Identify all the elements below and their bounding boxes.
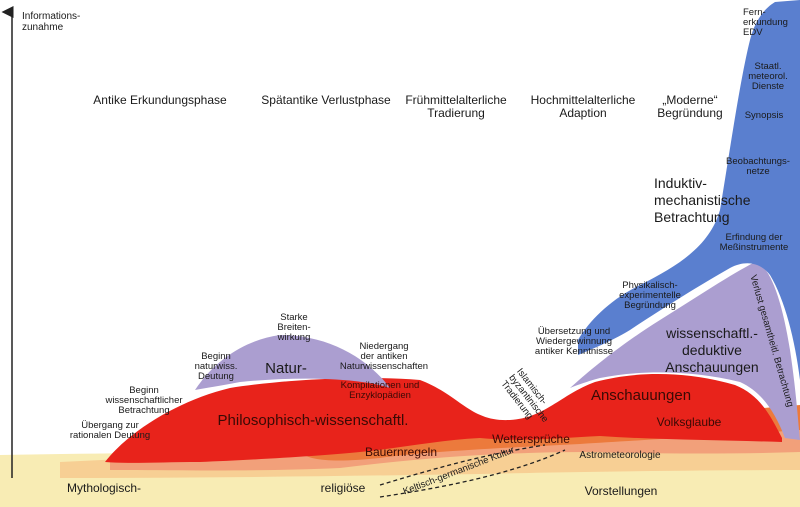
label-synopsis: Synopsis [744, 110, 784, 121]
label-uebersetzung: Übersetzung und Wiedergewinnung antiker … [534, 326, 614, 357]
label-philosophisch: Philosophisch-wissenschaftl. [217, 412, 409, 429]
phase-hochmittelalter: Hochmittelalterliche Adaption [530, 93, 636, 120]
phase-antike: Antike Erkundungsphase [93, 93, 227, 107]
label-beginn-naturwiss: Beginn naturwiss. Deutung [194, 351, 238, 382]
label-wettersprueche: Wettersprüche [492, 432, 570, 446]
keltisch-dashed-line-lower [379, 449, 566, 498]
label-kompilationen: Kompilationen und Enzyklopädien [340, 380, 420, 401]
label-volksglaube: Volksglaube [656, 415, 722, 429]
purple-band [195, 262, 800, 440]
label-physikalisch: Physikalisch- experimentelle Begründung [619, 280, 681, 311]
label-uebergang: Übergang zur rationalen Deutung [69, 420, 151, 441]
label-wissenschaftl-deduktiv: wissenschaftl.- deduktive Anschauungen [665, 325, 759, 375]
label-religioese: religiöse [320, 481, 366, 495]
label-bauernregeln: Bauernregeln [364, 445, 438, 459]
y-axis-label: Informations- zunahme [22, 11, 81, 33]
label-induktiv-mechanistisch: Induktiv- mechanistische Betrachtung [654, 175, 751, 225]
label-astrometeorologie: Astrometeorologie [579, 450, 661, 461]
label-anschauungen: Anschauungen [590, 387, 692, 404]
label-messinstrumente: Erfindung der Meßinstrumente [719, 232, 789, 253]
label-staatl-dienste: Staatl. meteorol. Dienste [748, 61, 788, 92]
label-starke-breitenwirkung: Starke Breiten- wirkung [277, 312, 311, 343]
label-natur: Natur- [265, 360, 307, 377]
label-beginn-wiss: Beginn wissenschaftlicher Betrachtung [105, 385, 183, 416]
keltisch-dashed-line-upper [379, 444, 546, 486]
label-fernerkundung: Fern- erkundung EDV [743, 7, 788, 38]
phase-spaetantike: Spätantike Verlustphase [261, 93, 391, 107]
label-vorstellungen: Vorstellungen [584, 484, 658, 498]
phase-moderne: „Moderne“ Begründung [657, 93, 723, 120]
label-mythologisch: Mythologisch- [66, 481, 142, 495]
label-niedergang: Niedergang der antiken Naturwissenschaft… [339, 341, 429, 372]
blue-band [578, 0, 800, 380]
phase-fruehmittelalter: Frühmittelalterliche Tradierung [405, 93, 507, 120]
red-band [105, 374, 782, 463]
label-beobachtungsnetze: Beobachtungs- netze [726, 156, 790, 177]
